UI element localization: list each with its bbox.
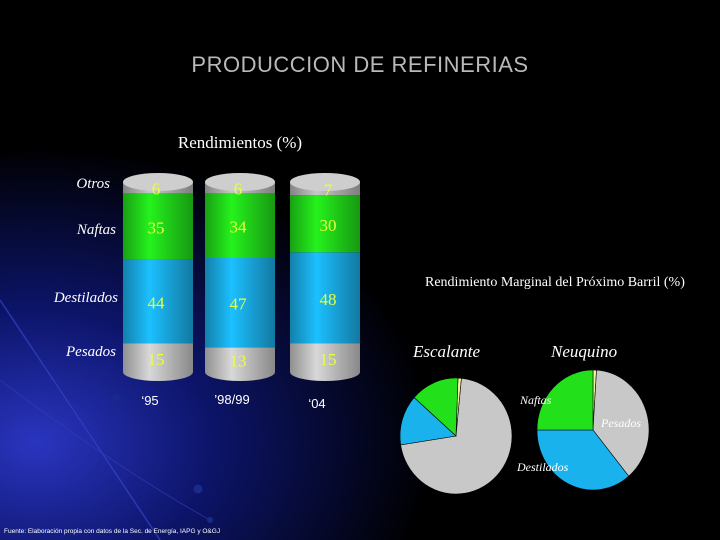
bar-category-label: ’98/99 <box>214 392 249 407</box>
bar-segment-destilados-2 <box>290 252 360 344</box>
bar-segment-pesados-1 <box>205 347 275 372</box>
decor-dot <box>112 394 120 402</box>
bar-segment-naftas-0 <box>123 193 193 260</box>
bar-top-0 <box>123 173 193 191</box>
pie-slice-escalante-naftas <box>413 377 459 437</box>
bar-category-label: ‘04 <box>308 396 325 411</box>
decor-curve <box>0 299 161 540</box>
pie-slice-escalante-destilados <box>399 397 457 446</box>
bar-value-label: 13 <box>230 352 247 371</box>
category-label-otros: Otros <box>76 176 110 192</box>
pie-slice-neuquino-destilados <box>536 429 630 491</box>
decor-dot <box>207 517 213 523</box>
bar-value-label: 35 <box>148 219 165 238</box>
category-label-destilados: Destilados <box>53 290 118 306</box>
pie-label-destilados: Destilados <box>517 460 569 474</box>
bar-value-label: 44 <box>148 294 166 313</box>
pie-slice-neuquino-pesados <box>592 369 650 477</box>
bar-segment-destilados-1 <box>205 258 275 348</box>
source-note: Fuente: Elaboración propia con datos de … <box>4 528 221 535</box>
bar-top-2 <box>290 173 360 191</box>
bar-segment-pesados-2 <box>290 343 360 372</box>
bar-value-label: 6 <box>152 180 161 199</box>
bar-segment-naftas-1 <box>205 193 275 258</box>
pie-label-pesados: Pesados <box>601 416 641 430</box>
bar-segment-naftas-2 <box>290 195 360 253</box>
bar-value-label: 6 <box>234 180 243 199</box>
bar-segment-pesados-0 <box>123 343 193 372</box>
pie-title-escalante: Escalante <box>413 342 481 361</box>
bar-value-label: 15 <box>148 350 165 369</box>
bar-value-label: 34 <box>230 218 248 237</box>
bar-value-label: 47 <box>230 295 248 314</box>
bar-value-label: 7 <box>324 181 333 200</box>
bar-value-label: 48 <box>320 290 337 309</box>
bar-value-label: 15 <box>320 350 337 369</box>
bar-segment-destilados-0 <box>123 259 193 344</box>
bar-chart-title: Rendimientos (%) <box>177 133 303 152</box>
decor-dot <box>193 484 203 494</box>
bar-top-1 <box>205 173 275 191</box>
category-label-naftas: Naftas <box>76 222 116 238</box>
decor-curve <box>0 379 211 521</box>
pie-section-title: Rendimiento Marginal del Próximo Barril … <box>425 275 685 290</box>
bar-value-label: 30 <box>320 216 337 235</box>
bar-category-label: ‘95 <box>141 393 158 408</box>
page-title: PRODUCCION DE REFINERIAS <box>191 52 529 77</box>
pie-slice-neuquino-naftas <box>536 369 594 431</box>
pie-title-neuquino: Neuquino <box>551 342 618 361</box>
pie-label-naftas: Naftas <box>520 393 552 407</box>
category-label-pesados: Pesados <box>66 344 116 360</box>
